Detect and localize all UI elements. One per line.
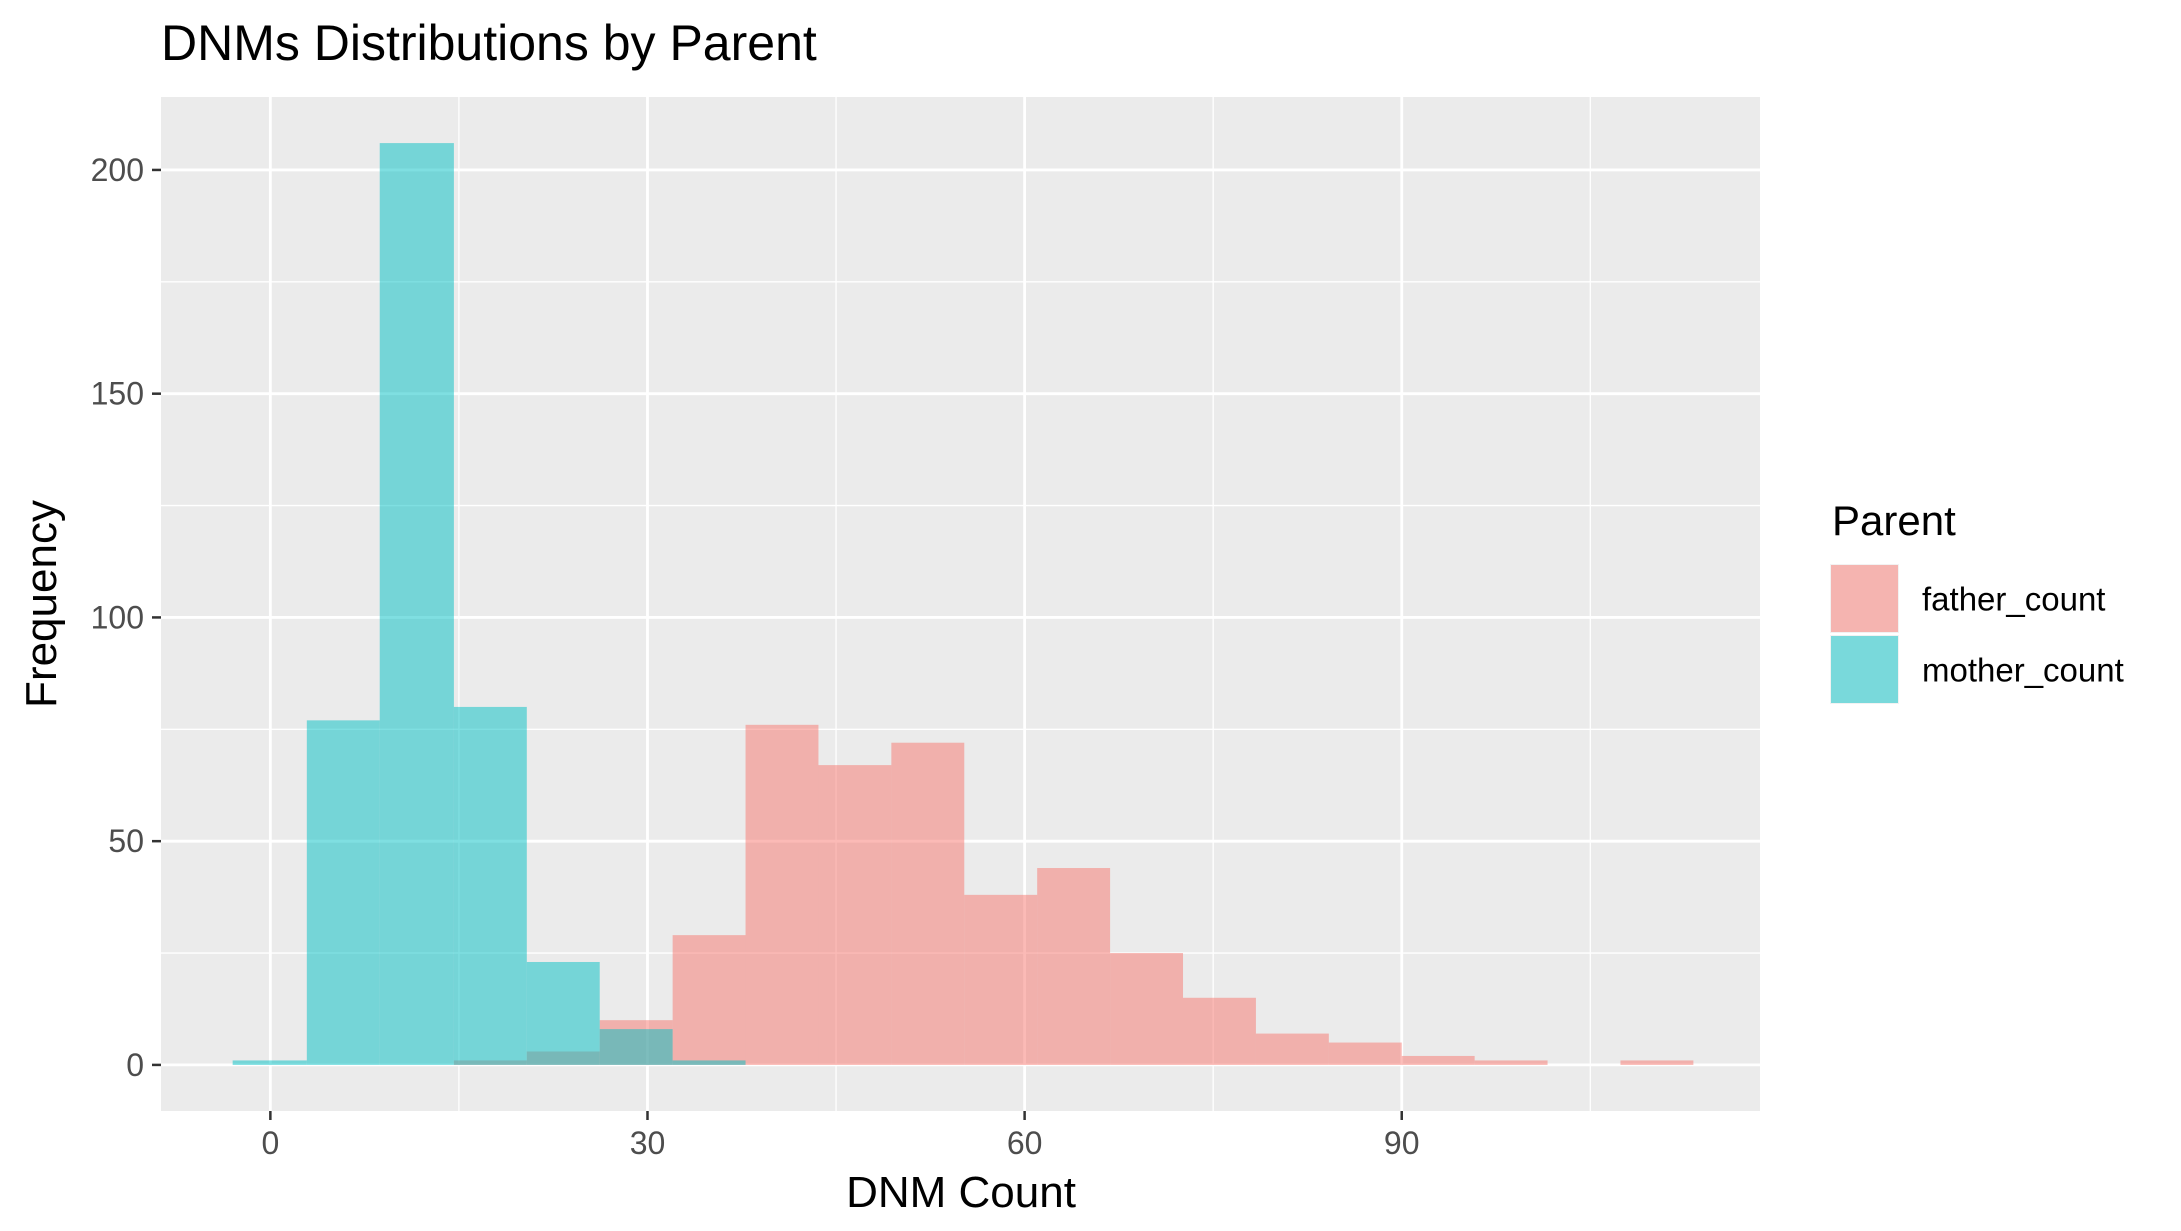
- y-axis-title: Frequency: [17, 500, 66, 708]
- legend-key-mother_count: [1831, 636, 1898, 703]
- histogram-bar-father_count: [672, 935, 746, 1065]
- histogram-bar-father_count: [891, 742, 965, 1065]
- x-axis-title: DNM Count: [846, 1168, 1076, 1217]
- x-tick-label: 0: [261, 1125, 279, 1161]
- y-tick-label: 150: [91, 376, 144, 412]
- histogram-bar-father_count: [1620, 1060, 1694, 1065]
- histogram-bar-mother_count: [306, 720, 380, 1065]
- axis-ticks: 0 30 60 90 0 50 100 150 200: [91, 152, 1420, 1161]
- histogram-bar-mother_count: [453, 706, 527, 1065]
- histogram-bar-mother_count: [672, 1060, 746, 1065]
- histogram-bar-father_count: [1110, 953, 1184, 1065]
- histogram-bar-mother_count: [379, 143, 454, 1065]
- histogram-bar-father_count: [1183, 997, 1256, 1065]
- y-tick-label: 100: [91, 599, 144, 635]
- y-tick-label: 0: [126, 1047, 144, 1083]
- x-tick-label: 30: [630, 1125, 666, 1161]
- histogram-bar-father_count: [818, 765, 892, 1065]
- histogram-bar-father_count: [1037, 868, 1111, 1065]
- histogram-bar-father_count: [1328, 1042, 1402, 1065]
- histogram-bar-father_count: [1255, 1033, 1329, 1065]
- histogram-bar-father_count: [964, 894, 1038, 1065]
- histogram-bar-mother_count: [232, 1060, 307, 1065]
- legend: Parent father_count mother_count: [1828, 497, 2124, 706]
- histogram-bar-mother_count: [599, 1029, 673, 1065]
- histogram-bars: [232, 143, 1694, 1065]
- legend-label-mother_count: mother_count: [1922, 652, 2124, 689]
- x-tick-label: 60: [1007, 1125, 1043, 1161]
- x-tick-label: 90: [1384, 1125, 1420, 1161]
- y-tick-label: 200: [91, 152, 144, 188]
- histogram-bar-father_count: [1474, 1060, 1548, 1065]
- histogram-bar-mother_count: [526, 961, 600, 1065]
- legend-key-father_count: [1831, 565, 1898, 632]
- legend-title: Parent: [1832, 497, 1956, 544]
- chart-title: DNMs Distributions by Parent: [161, 15, 817, 71]
- histogram-bar-father_count: [1401, 1055, 1475, 1065]
- legend-label-father_count: father_count: [1922, 581, 2105, 618]
- histogram-bar-father_count: [745, 724, 819, 1065]
- y-tick-label: 50: [108, 823, 144, 859]
